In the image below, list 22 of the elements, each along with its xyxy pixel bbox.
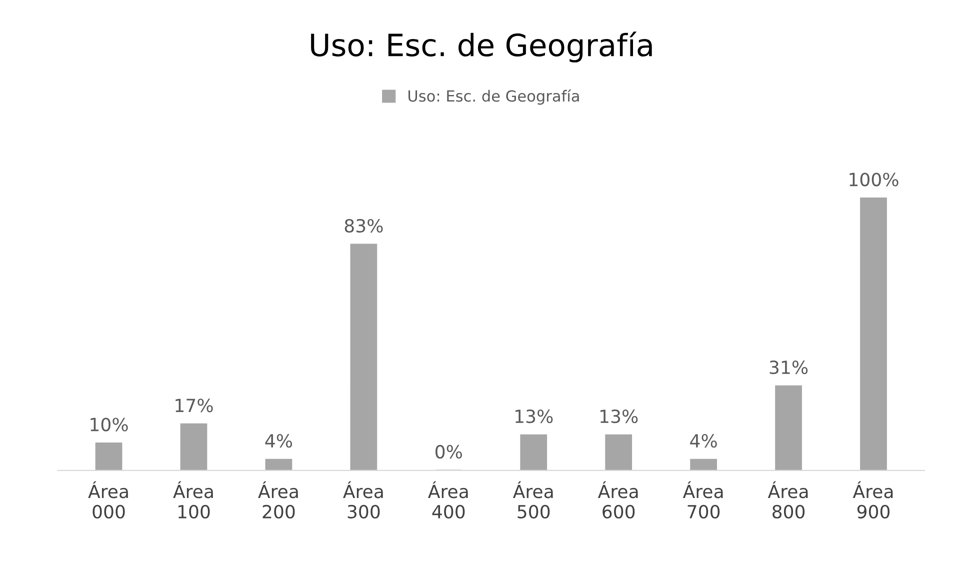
x-tick-label: Área 000 (88, 481, 128, 518)
data-label: 100% (850, 172, 898, 186)
data-label: 17% (176, 398, 213, 412)
data-label: 83% (344, 218, 383, 233)
x-tick-label: Área 700 (682, 481, 723, 518)
x-tick-label: Área 100 (173, 481, 213, 518)
x-tick-label: Área 800 (768, 481, 808, 518)
x-tick-label: Área 600 (598, 481, 638, 518)
data-label: 10% (90, 418, 128, 432)
x-tick-label: Área 900 (852, 481, 893, 518)
x-tick-label: Área 500 (512, 481, 553, 518)
chart-title: Uso: Esc. de Geografía (311, 32, 652, 62)
data-label: 4% (690, 434, 717, 448)
x-tick-label: Área 300 (343, 481, 383, 518)
x-tick-label: Área 200 (258, 481, 298, 518)
data-label: 0% (436, 444, 462, 459)
x-tick-label: Área 400 (428, 481, 468, 518)
data-label: 31% (770, 360, 808, 374)
legend-label: Uso: Esc. de Geografía (408, 89, 579, 105)
data-label: 13% (516, 410, 553, 424)
data-label: 13% (600, 410, 638, 424)
data-label: 4% (265, 434, 292, 448)
